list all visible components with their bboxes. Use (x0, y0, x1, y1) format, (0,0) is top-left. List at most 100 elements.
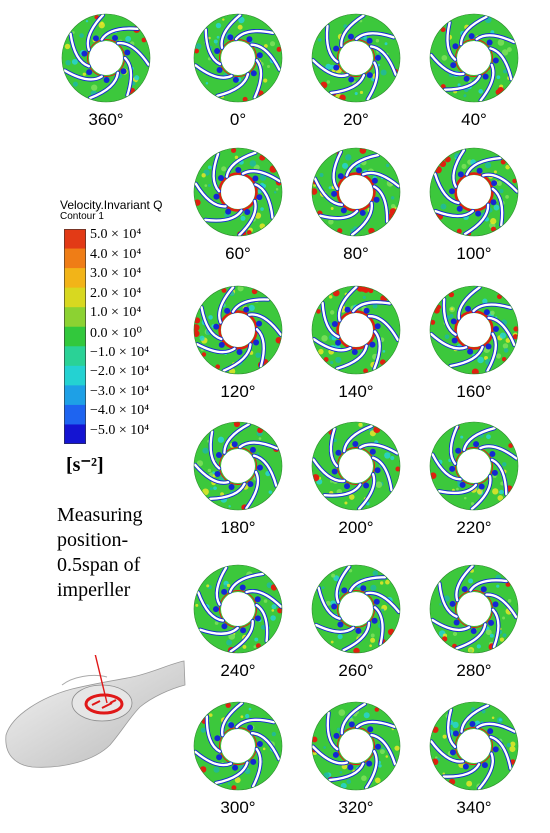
impeller-blade (238, 199, 257, 236)
turbulence-patch (330, 360, 334, 365)
q-criterion-contour (311, 13, 401, 103)
impeller-blade (443, 74, 481, 91)
turbulence-patch (349, 718, 354, 723)
turbulence-patch (385, 163, 390, 168)
outer-boundary (193, 147, 283, 237)
turbulence-patch (493, 170, 497, 174)
leading-edge-vortex (481, 762, 488, 769)
legend-tick-label: −5.0 × 10⁴ (90, 423, 150, 438)
turbulence-patch (237, 24, 243, 30)
rim-vortex-red (225, 702, 231, 708)
q-criterion-contour (193, 147, 283, 237)
leading-edge-vortex (213, 193, 220, 200)
impeller-blade (430, 53, 465, 76)
panel-angle-label: 200° (338, 518, 374, 537)
leading-edge-vortex (213, 323, 220, 330)
impeller-blade (340, 702, 367, 735)
impeller-panel: 340° (428, 700, 520, 817)
turbulence-patch (482, 298, 488, 304)
turbulence-patch (260, 624, 266, 630)
turbulence-patch (259, 174, 267, 181)
impeller-blade (88, 71, 120, 100)
turbulence-patch (379, 749, 385, 755)
leading-edge-vortex (369, 341, 376, 348)
leading-edge-vortex (331, 603, 338, 610)
rim-vortex-red (337, 228, 343, 234)
turbulence-patch (457, 83, 461, 87)
flow-field (430, 565, 518, 653)
leading-edge-vortex (341, 587, 348, 594)
turbulence-patch (234, 777, 241, 783)
leading-edge-vortex (332, 751, 339, 758)
turbulence-patch (325, 63, 332, 70)
leading-edge-vortex (449, 188, 456, 195)
leading-edge-vortex (235, 167, 242, 174)
rim-vortex-red (255, 643, 261, 649)
impeller-blade (345, 153, 380, 177)
impeller-blade (475, 34, 516, 44)
impeller-blade (69, 32, 91, 68)
q-criterion-contour (429, 564, 519, 654)
turbulence-patch (510, 741, 516, 747)
leading-edge-vortex (465, 305, 472, 312)
impeller-panel: 60° (192, 146, 284, 263)
leading-edge-vortex (491, 180, 498, 187)
rim-vortex-red (323, 357, 329, 362)
turbulence-patch (362, 295, 366, 300)
impeller-blade (365, 591, 400, 614)
turbulence-patch (72, 81, 78, 87)
flow-field (312, 14, 400, 102)
rim-vortex-red (276, 46, 282, 52)
impeller-blade (225, 151, 257, 178)
impeller-blade (116, 41, 150, 66)
impeller-blade (234, 29, 275, 41)
rim-vortex-red (277, 607, 282, 614)
legend-color-step (64, 287, 86, 308)
legend-color-bar-graphic (64, 229, 86, 445)
leading-edge-vortex (214, 471, 221, 478)
impeller-blade (255, 327, 265, 368)
impeller-blade (245, 589, 282, 608)
turbulence-patch (253, 645, 257, 649)
turbulence-patch (273, 191, 277, 194)
legend-tick-label: 0.0 × 10⁰ (90, 326, 143, 341)
turbulence-patch (375, 481, 383, 488)
impeller-blade (446, 708, 457, 749)
leading-edge-vortex (456, 205, 463, 212)
leading-edge-vortex (450, 62, 457, 69)
turbulence-patch (484, 162, 492, 169)
legend-tick-label: 2.0 × 10⁴ (90, 285, 142, 301)
leading-edge-vortex (331, 190, 338, 197)
turbulence-patch (502, 616, 506, 620)
leading-edge-vortex (250, 70, 257, 77)
impeller-blade (220, 14, 242, 49)
turbulence-patch (506, 743, 511, 748)
leading-edge-vortex (254, 596, 261, 603)
rim-vortex-red (312, 188, 318, 195)
turbulence-patch (496, 75, 501, 80)
turbulence-patch (502, 343, 509, 349)
impeller-blade (218, 286, 235, 324)
leading-edge-vortex (253, 339, 260, 346)
rim-vortex-red (233, 422, 241, 428)
turbulence-patch (377, 63, 381, 67)
leading-edge-vortex (337, 173, 344, 180)
impeller-blade (366, 61, 379, 101)
turbulence-patch (390, 203, 396, 209)
turbulence-patch (226, 639, 233, 646)
turbulence-patch (323, 746, 326, 749)
rim-vortex-red (512, 178, 517, 184)
leading-edge-vortex (232, 764, 239, 771)
impeller-blade (312, 745, 348, 765)
turbulence-patch (237, 286, 244, 292)
impeller-blade (204, 209, 243, 222)
impeller-blade (250, 43, 281, 71)
turbulence-patch (202, 488, 209, 496)
outer-boundary (193, 564, 283, 654)
impeller-blade (369, 45, 397, 76)
outer-boundary (311, 564, 401, 654)
turbulence-patch (229, 368, 236, 374)
turbulence-patch (321, 335, 328, 342)
outer-boundary (193, 285, 283, 375)
impeller-panel: 240° (192, 563, 284, 680)
